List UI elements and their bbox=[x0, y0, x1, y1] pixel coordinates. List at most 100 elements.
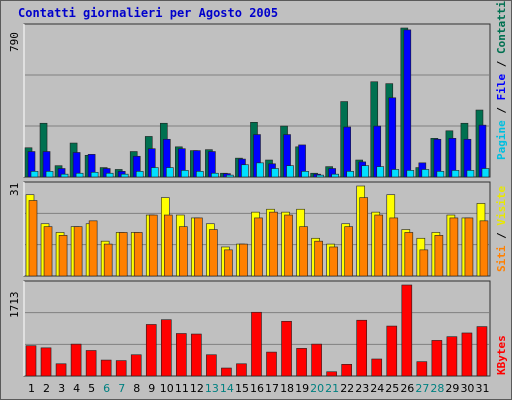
pagine-bar bbox=[105, 172, 114, 178]
kbytes-bar bbox=[85, 350, 97, 377]
pagine-bar bbox=[120, 173, 129, 178]
kbytes-bar bbox=[461, 332, 473, 377]
pagine-bar bbox=[376, 166, 385, 178]
day-tick-label: 3 bbox=[58, 382, 65, 395]
kbytes-bar bbox=[416, 361, 428, 377]
kbytes-bar bbox=[431, 340, 443, 377]
siti-bar bbox=[224, 249, 233, 277]
siti-bar bbox=[58, 235, 68, 277]
siti-bar bbox=[133, 232, 143, 277]
pagine-bar bbox=[421, 169, 430, 178]
kbytes-bar bbox=[251, 311, 262, 377]
pagine-bar bbox=[211, 172, 219, 178]
siti-bar bbox=[374, 214, 384, 277]
day-tick-label: 21 bbox=[325, 382, 339, 395]
siti-bar bbox=[344, 226, 353, 277]
day-tick-label: 30 bbox=[460, 382, 474, 395]
file-bar bbox=[403, 29, 412, 178]
kbytes-bar bbox=[326, 371, 337, 377]
kbytes-bar bbox=[341, 364, 352, 377]
siti-bar bbox=[118, 232, 128, 277]
kbytes-bar bbox=[25, 345, 37, 377]
kbytes-bar bbox=[476, 326, 488, 377]
siti-bar bbox=[239, 243, 248, 277]
kbytes-bar bbox=[40, 347, 52, 377]
kbytes-bar bbox=[100, 359, 112, 377]
siti-bar bbox=[103, 243, 113, 277]
day-tick-label: 2 bbox=[43, 382, 50, 395]
siti-bar bbox=[269, 211, 278, 277]
day-tick-label: 17 bbox=[265, 382, 279, 395]
pagine-bar bbox=[391, 169, 400, 178]
kbytes-bar bbox=[266, 351, 277, 377]
siti-bar bbox=[194, 217, 203, 277]
file-bar bbox=[343, 126, 351, 178]
kbytes-bar bbox=[70, 343, 82, 377]
pagine-bar bbox=[436, 171, 445, 178]
pagine-bar bbox=[361, 165, 370, 178]
day-tick-label: 15 bbox=[235, 382, 249, 395]
siti-bar bbox=[73, 226, 83, 277]
day-tick-label: 20 bbox=[310, 382, 324, 395]
siti-bar bbox=[359, 197, 369, 277]
siti-bar bbox=[434, 235, 444, 277]
siti-bar bbox=[419, 249, 429, 277]
siti-bar bbox=[314, 240, 323, 277]
day-tick-label: 28 bbox=[430, 382, 444, 395]
kbytes-bar bbox=[221, 367, 232, 377]
day-tick-label: 19 bbox=[295, 382, 309, 395]
pagine-bar bbox=[241, 164, 249, 178]
pagine-bar bbox=[196, 171, 204, 178]
pagine-bar bbox=[135, 171, 144, 178]
siti-bar bbox=[299, 226, 308, 277]
kbytes-bar bbox=[386, 325, 398, 377]
kbytes-bar bbox=[191, 333, 202, 377]
kbytes-bar bbox=[130, 354, 142, 377]
kbytes-bar bbox=[281, 320, 292, 377]
day-tick-label: 14 bbox=[220, 382, 234, 395]
pagine-bar bbox=[481, 168, 490, 178]
kbytes-bar bbox=[311, 343, 322, 377]
day-tick-label: 25 bbox=[385, 382, 399, 395]
siti-bar bbox=[404, 232, 414, 277]
siti-bar bbox=[88, 220, 98, 277]
kbytes-bar bbox=[236, 363, 247, 377]
pagine-bar bbox=[451, 170, 460, 178]
siti-bar bbox=[179, 226, 188, 277]
day-tick-label: 26 bbox=[400, 382, 414, 395]
kbytes-bar bbox=[176, 333, 187, 377]
day-tick-label: 22 bbox=[340, 382, 354, 395]
day-tick-label: 9 bbox=[148, 382, 155, 395]
pagine-bar bbox=[406, 170, 415, 178]
pagine-bar bbox=[226, 174, 234, 178]
siti-bar bbox=[329, 246, 338, 277]
kbytes-bar bbox=[145, 324, 157, 377]
day-tick-label: 11 bbox=[175, 382, 189, 395]
day-tick-label: 5 bbox=[88, 382, 95, 395]
siti-bar bbox=[254, 217, 263, 277]
siti-bar bbox=[464, 217, 474, 277]
pagine-bar bbox=[466, 170, 475, 178]
siti-bar bbox=[28, 200, 38, 277]
pagine-bar bbox=[301, 171, 309, 178]
day-tick-label: 10 bbox=[160, 382, 174, 395]
kbytes-bar bbox=[401, 284, 413, 377]
day-tick-label: 12 bbox=[190, 382, 204, 395]
pagine-bar bbox=[165, 167, 174, 178]
kbytes-bar bbox=[160, 319, 172, 377]
day-tick-label: 29 bbox=[445, 382, 459, 395]
pagine-bar bbox=[90, 171, 99, 178]
pagine-bar bbox=[45, 171, 54, 178]
pagine-bar bbox=[331, 173, 339, 178]
siti-bar bbox=[449, 217, 459, 277]
pagine-bar bbox=[30, 171, 39, 178]
day-tick-label: 18 bbox=[280, 382, 294, 395]
kbytes-bar bbox=[356, 319, 368, 377]
day-tick-label: 24 bbox=[370, 382, 384, 395]
pagine-bar bbox=[60, 173, 69, 178]
pagine-bar bbox=[75, 172, 84, 178]
pagine-bar bbox=[286, 165, 294, 178]
pagine-bar bbox=[256, 162, 264, 178]
day-tick-label: 7 bbox=[118, 382, 125, 395]
day-tick-label: 8 bbox=[133, 382, 140, 395]
